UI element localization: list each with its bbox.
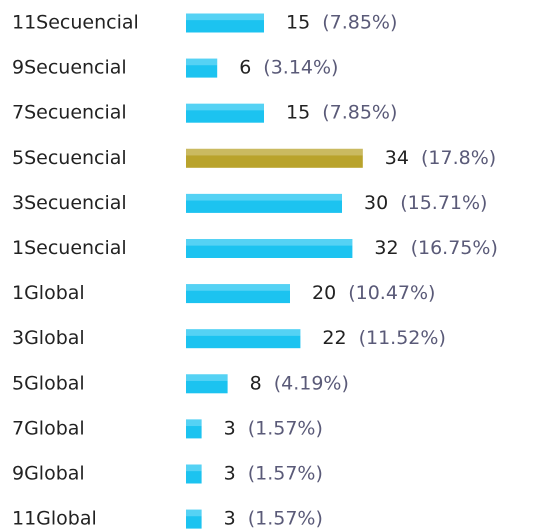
count-label: 32 [374, 237, 398, 259]
category-label: 3Global [12, 327, 85, 349]
count-label: 3 [224, 417, 236, 439]
bar-shine [186, 103, 264, 111]
percent-label: (7.85%) [322, 102, 397, 124]
bar-shine [186, 148, 363, 156]
percent-label: (7.85%) [322, 12, 397, 34]
percent-label: (17.8%) [421, 147, 496, 169]
category-label: 11Global [12, 508, 97, 530]
count-label: 34 [385, 147, 409, 169]
bar [186, 13, 264, 33]
count-label: 3 [224, 508, 236, 530]
count-label: 15 [286, 102, 310, 124]
count-label: 6 [239, 57, 251, 79]
count-label: 30 [364, 192, 388, 214]
bar-shine [186, 58, 218, 66]
bar-shine [186, 464, 202, 472]
bar-shine [186, 239, 353, 246]
bar-shine [186, 329, 301, 336]
bar-shine [186, 284, 290, 291]
percent-label: (1.57%) [248, 508, 323, 530]
category-label: 3Secuencial [12, 192, 127, 214]
bar [186, 193, 342, 213]
bar [186, 464, 202, 484]
bar-shine [186, 509, 202, 517]
bar [186, 374, 228, 394]
category-label: 5Global [12, 372, 85, 394]
percent-label: (1.57%) [248, 463, 323, 485]
percent-label: (11.52%) [359, 327, 446, 349]
percent-label: (10.47%) [348, 282, 435, 304]
bar [186, 239, 353, 258]
count-label: 8 [250, 372, 262, 394]
category-label: 5Secuencial [12, 147, 127, 169]
percent-label: (1.57%) [248, 417, 323, 439]
percent-label: (4.19%) [274, 372, 349, 394]
bar-shine [186, 193, 342, 201]
category-label: 7Global [12, 417, 85, 439]
count-label: 20 [312, 282, 336, 304]
bar-shine [186, 374, 228, 381]
category-label: 1Global [12, 282, 85, 304]
category-label: 7Secuencial [12, 102, 127, 124]
category-label: 11Secuencial [12, 12, 139, 34]
category-label: 9Global [12, 463, 85, 485]
category-label: 9Secuencial [12, 57, 127, 79]
bar [186, 284, 290, 304]
count-label: 22 [322, 327, 346, 349]
count-label: 15 [286, 12, 310, 34]
percent-label: (16.75%) [411, 237, 498, 259]
bar [186, 58, 218, 78]
bar [186, 148, 363, 168]
bar [186, 103, 264, 123]
bar [186, 419, 202, 439]
bar-shine [186, 419, 202, 427]
percent-label: (3.14%) [263, 57, 338, 79]
category-label: 1Secuencial [12, 237, 127, 259]
percent-label: (15.71%) [400, 192, 487, 214]
bar-shine [186, 13, 264, 21]
bar [186, 509, 202, 529]
bar [186, 329, 301, 349]
count-label: 3 [224, 463, 236, 485]
